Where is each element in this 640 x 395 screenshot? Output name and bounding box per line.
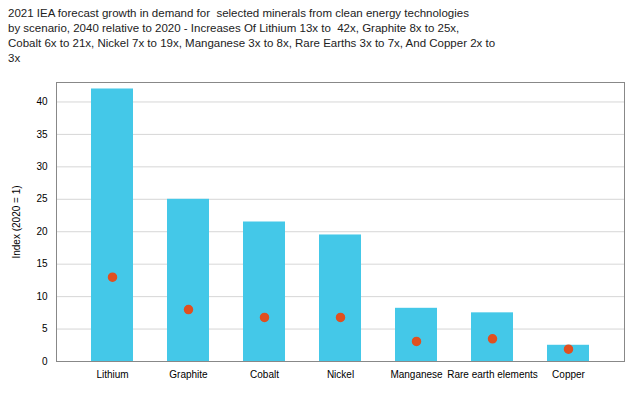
svg-text:25: 25 (36, 193, 48, 204)
svg-text:Copper: Copper (552, 369, 585, 380)
svg-text:35: 35 (36, 129, 48, 140)
svg-text:0: 0 (42, 356, 48, 367)
svg-text:15: 15 (36, 258, 48, 269)
svg-text:Rare earth elements: Rare earth elements (447, 369, 538, 380)
svg-text:Cobalt: Cobalt (250, 369, 279, 380)
svg-text:Index (2020 = 1): Index (2020 = 1) (11, 185, 22, 258)
svg-text:20: 20 (36, 226, 48, 237)
svg-text:Lithium: Lithium (96, 369, 128, 380)
svg-text:30: 30 (36, 161, 48, 172)
svg-text:10: 10 (36, 291, 48, 302)
svg-text:40: 40 (36, 96, 48, 107)
svg-text:5: 5 (42, 323, 48, 334)
svg-text:Nickel: Nickel (327, 369, 354, 380)
html-text:2021 IEA forecast growth in de: 2021 IEA forecast growth in demand for s… (8, 7, 496, 64)
svg-text:Manganese: Manganese (390, 369, 443, 380)
svg-text:Graphite: Graphite (169, 369, 208, 380)
